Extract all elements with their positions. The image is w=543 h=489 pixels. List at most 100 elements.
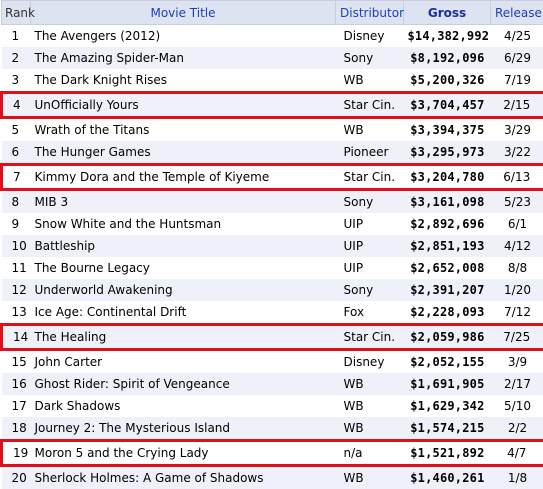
rank-cell: 13 [2,301,31,325]
gross-cell: $3,295,973 [404,141,491,165]
release-cell: 3/29 [491,118,543,142]
release-cell: 8/8 [491,257,543,279]
gross-cell: $3,704,457 [404,93,491,118]
release-cell: 4/25 [491,25,543,48]
release-cell: 6/13 [491,165,543,190]
release-cell: 7/19 [491,69,543,93]
gross-cell: $2,228,093 [404,301,491,325]
gross-cell: $1,629,342 [404,395,491,417]
title-cell: Wrath of the Titans [31,118,336,142]
column-header-rank[interactable]: Rank [2,1,31,25]
column-header-release[interactable]: Release [491,1,543,25]
gross-cell: $3,394,375 [404,118,491,142]
title-cell: Ice Age: Continental Drift [31,301,336,325]
release-cell: 6/1 [491,213,543,235]
title-cell: Kimmy Dora and the Temple of Kiyeme [31,165,336,190]
rank-cell: 17 [2,395,31,417]
dist-cell: WB [336,395,404,417]
gross-cell: $1,460,261 [404,466,491,489]
gross-cell: $5,200,326 [404,69,491,93]
title-cell: The Avengers (2012) [31,25,336,48]
title-cell: Moron 5 and the Crying Lady [31,441,336,466]
rank-cell: 12 [2,279,31,301]
release-cell: 6/29 [491,47,543,69]
dist-cell: Sony [336,279,404,301]
title-cell: Journey 2: The Mysterious Island [31,417,336,441]
dist-cell: Star Cin. [336,165,404,190]
gross-cell: $3,161,098 [404,190,491,214]
column-header-distributor[interactable]: Distributor [336,1,404,25]
gross-cell: $2,059,986 [404,325,491,350]
column-header-gross[interactable]: Gross [404,1,491,25]
title-cell: The Amazing Spider-Man [31,47,336,69]
dist-cell: WB [336,118,404,142]
title-cell: Ghost Rider: Spirit of Vengeance [31,373,336,395]
title-cell: Underworld Awakening [31,279,336,301]
rank-cell: 6 [2,141,31,165]
gross-cell: $8,192,096 [404,47,491,69]
dist-cell: UIP [336,235,404,257]
gross-cell: $2,052,155 [404,350,491,374]
rank-cell: 18 [2,417,31,441]
dist-cell: WB [336,466,404,489]
gross-cell: $1,521,892 [404,441,491,466]
dist-cell: n/a [336,441,404,466]
title-cell: MIB 3 [31,190,336,214]
release-cell: 4/12 [491,235,543,257]
release-cell: 1/8 [491,466,543,489]
dist-cell: WB [336,373,404,395]
rank-cell: 4 [2,93,31,118]
release-cell: 2/17 [491,373,543,395]
dist-cell: UIP [336,213,404,235]
title-cell: Battleship [31,235,336,257]
release-cell: 4/7 [491,441,543,466]
column-header-title[interactable]: Movie Title [31,1,336,25]
release-cell: 2/2 [491,417,543,441]
dist-cell: Fox [336,301,404,325]
dist-cell: Sony [336,190,404,214]
release-cell: 5/23 [491,190,543,214]
title-cell: Snow White and the Huntsman [31,213,336,235]
rank-cell: 1 [2,25,31,48]
release-cell: 7/12 [491,301,543,325]
rank-cell: 19 [2,441,31,466]
rank-cell: 8 [2,190,31,214]
rank-cell: 7 [2,165,31,190]
rank-cell: 9 [2,213,31,235]
gross-cell: $14,382,992 [404,25,491,48]
rank-cell: 15 [2,350,31,374]
dist-cell: Disney [336,350,404,374]
rank-cell: 10 [2,235,31,257]
rank-cell: 14 [2,325,31,350]
title-cell: The Dark Knight Rises [31,69,336,93]
rank-cell: 11 [2,257,31,279]
release-cell: 1/20 [491,279,543,301]
title-cell: John Carter [31,350,336,374]
release-cell: 3/22 [491,141,543,165]
title-cell: Sherlock Holmes: A Game of Shadows [31,466,336,489]
rank-cell: 16 [2,373,31,395]
gross-cell: $2,652,008 [404,257,491,279]
gross-cell: $2,892,696 [404,213,491,235]
dist-cell: Star Cin. [336,93,404,118]
gross-cell: $1,574,215 [404,417,491,441]
dist-cell: WB [336,417,404,441]
dist-cell: UIP [336,257,404,279]
dist-cell: Pioneer [336,141,404,165]
release-cell: 7/25 [491,325,543,350]
gross-cell: $2,851,193 [404,235,491,257]
